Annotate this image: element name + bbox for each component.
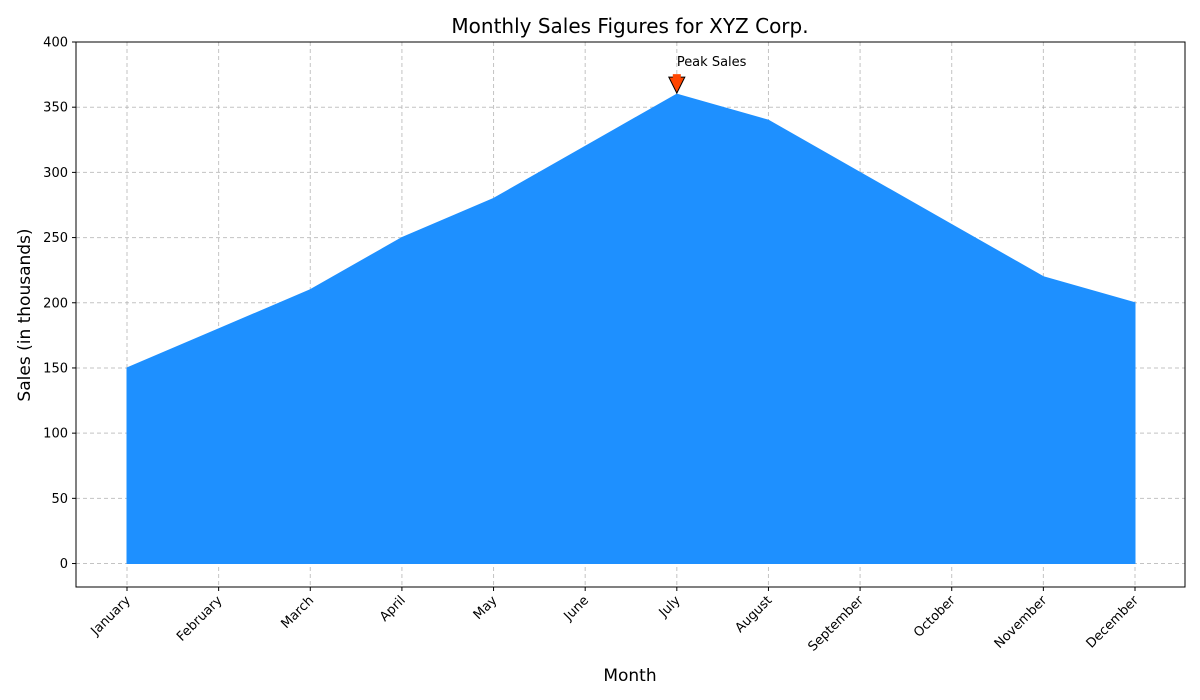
y-tick-label: 50 xyxy=(51,492,68,507)
x-tick-label: March xyxy=(278,593,317,632)
x-tick-label: January xyxy=(88,593,134,639)
x-tick-label: August xyxy=(733,593,776,636)
x-tick-label: September xyxy=(806,593,868,655)
x-tick-label: December xyxy=(1084,593,1143,652)
y-tick-label: 400 xyxy=(43,36,68,51)
x-tick-label: April xyxy=(377,593,409,625)
area-fill xyxy=(126,93,1136,565)
peak-arrow-icon xyxy=(668,76,686,95)
y-tick-label: 150 xyxy=(43,361,68,376)
x-tick-label: November xyxy=(992,593,1051,652)
area-series xyxy=(126,93,1136,565)
axes-frame xyxy=(75,41,1186,588)
y-tick-label: 350 xyxy=(43,101,68,116)
x-axis-label: Month xyxy=(603,666,656,686)
y-tick-label: 0 xyxy=(60,557,68,572)
chart-title: Monthly Sales Figures for XYZ Corp. xyxy=(451,14,808,38)
x-tick-label: February xyxy=(174,593,226,645)
x-tick-label: October xyxy=(911,593,959,641)
y-tick-label: 100 xyxy=(43,427,68,442)
y-tick-label: 250 xyxy=(43,231,68,246)
x-tick-label: July xyxy=(656,593,684,621)
peak-arrow-shaft xyxy=(672,74,681,79)
y-tick-label: 200 xyxy=(43,296,68,311)
annotation-label: Peak Sales xyxy=(677,55,747,70)
x-tick-label: June xyxy=(561,593,592,624)
x-tick-label: May xyxy=(471,593,501,623)
y-tick-label: 300 xyxy=(43,166,68,181)
y-axis-label: Sales (in thousands) xyxy=(15,228,35,401)
annotation: Peak Sales xyxy=(668,55,747,95)
